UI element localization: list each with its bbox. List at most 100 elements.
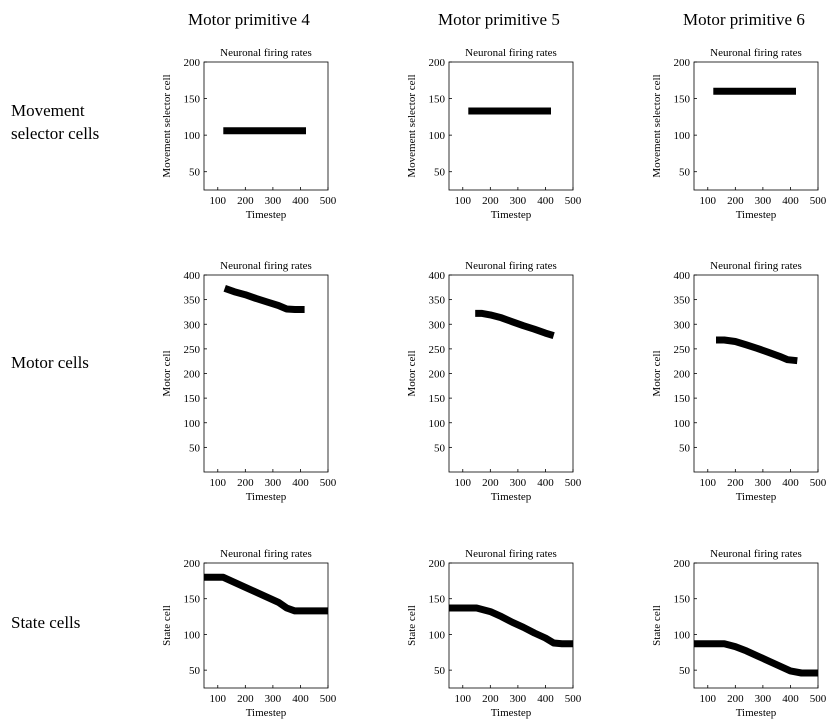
x-axis-label: Timestep: [736, 209, 777, 221]
plot-frame: [448, 274, 574, 473]
y-axis-label: Motor cell: [161, 350, 173, 396]
x-tick-label: 100: [700, 195, 717, 207]
plot-frame: [448, 61, 574, 191]
x-tick-label: 500: [320, 693, 337, 705]
chart-title: Neuronal firing rates: [220, 47, 312, 59]
y-tick-label: 200: [674, 558, 691, 570]
y-tick-label: 400: [429, 270, 446, 282]
x-tick-label: 500: [810, 693, 827, 705]
x-tick-label: 400: [782, 693, 799, 705]
firing-rate-line: [475, 309, 555, 339]
y-tick-label: 100: [429, 418, 446, 430]
x-tick-label: 500: [320, 477, 337, 489]
x-tick-label: 400: [782, 477, 799, 489]
x-tick-label: 500: [565, 693, 582, 705]
row-label-motor: Motor cells: [11, 353, 89, 372]
y-axis-label: Movement selector cell: [406, 74, 418, 177]
y-tick-label: 250: [184, 344, 201, 356]
y-tick-label: 150: [429, 594, 446, 606]
y-tick-label: 200: [674, 57, 691, 69]
x-tick-label: 100: [700, 693, 717, 705]
chart-title: Neuronal firing rates: [465, 548, 557, 560]
chart-sel-6: Neuronal firing rates 100 200 300 400 500 50 10…: [651, 47, 827, 221]
x-tick-label: 200: [237, 693, 254, 705]
y-tick-label: 200: [184, 57, 201, 69]
x-axis-label: Timestep: [491, 491, 532, 503]
x-tick-label: 200: [482, 195, 499, 207]
x-axis-label: Timestep: [246, 491, 287, 503]
y-tick-label: 200: [429, 558, 446, 570]
y-tick-label: 150: [184, 94, 201, 106]
x-tick-label: 400: [292, 477, 309, 489]
chart-title: Neuronal firing rates: [710, 47, 802, 59]
chart-title: Neuronal firing rates: [710, 548, 802, 560]
x-tick-label: 300: [265, 195, 282, 207]
chart-title: Neuronal firing rates: [220, 548, 312, 560]
column-title-5: Motor primitive 5: [438, 10, 560, 29]
plot-frame: [693, 61, 819, 191]
y-tick-label: 200: [184, 369, 201, 381]
firing-rate-line: [223, 285, 305, 313]
x-axis-label: Timestep: [736, 491, 777, 503]
x-tick-label: 400: [782, 195, 799, 207]
firing-rate-line: [449, 604, 573, 648]
y-tick-label: 50: [189, 665, 201, 677]
row-label-state: State cells: [11, 613, 81, 632]
row-label-selector-text: Movement selector cells: [11, 101, 100, 143]
y-tick-label: 50: [189, 167, 201, 179]
y-tick-label: 350: [429, 295, 446, 307]
chart-sel-5: Neuronal firing rates 100 200 300 400 500 50 10…: [406, 47, 582, 221]
x-tick-label: 300: [755, 195, 772, 207]
y-tick-label: 100: [674, 629, 691, 641]
column-title-4: Motor primitive 4: [188, 10, 310, 29]
y-tick-label: 150: [184, 393, 201, 405]
x-tick-label: 100: [700, 477, 717, 489]
x-tick-label: 500: [565, 477, 582, 489]
x-tick-label: 400: [537, 477, 554, 489]
x-tick-label: 300: [510, 195, 527, 207]
y-tick-label: 50: [434, 167, 446, 179]
y-tick-label: 50: [679, 167, 691, 179]
x-tick-label: 200: [727, 477, 744, 489]
y-axis-label: State cell: [651, 605, 663, 646]
x-tick-label: 500: [810, 477, 827, 489]
y-tick-label: 150: [674, 393, 691, 405]
y-tick-label: 50: [189, 442, 201, 454]
chart-title: Neuronal firing rates: [465, 47, 557, 59]
y-tick-label: 200: [674, 369, 691, 381]
x-tick-label: 100: [210, 477, 227, 489]
x-tick-label: 100: [455, 195, 472, 207]
x-tick-label: 500: [320, 195, 337, 207]
plot-frame: [693, 562, 819, 689]
x-tick-label: 100: [455, 477, 472, 489]
column-title-6: Motor primitive 6: [683, 10, 805, 29]
y-tick-label: 100: [429, 629, 446, 641]
x-axis-label: Timestep: [736, 707, 777, 719]
y-tick-label: 300: [184, 319, 201, 331]
firing-rate-line: [716, 336, 798, 365]
x-tick-label: 500: [810, 195, 827, 207]
chart-mot-4: Neuronal firing rates 100 200 300 400 500 50 10…: [161, 260, 337, 503]
y-tick-label: 400: [184, 270, 201, 282]
chart-mot-5: Neuronal firing rates 100 200 300 400 500 50 10…: [406, 260, 582, 503]
y-tick-label: 250: [674, 344, 691, 356]
x-axis-label: Timestep: [246, 209, 287, 221]
y-tick-label: 200: [429, 369, 446, 381]
plot-frame: [203, 562, 329, 689]
x-tick-label: 400: [537, 693, 554, 705]
x-tick-label: 300: [510, 693, 527, 705]
y-tick-label: 150: [429, 94, 446, 106]
y-tick-label: 350: [184, 295, 201, 307]
y-tick-label: 200: [429, 57, 446, 69]
x-tick-label: 100: [455, 693, 472, 705]
x-tick-label: 200: [482, 477, 499, 489]
y-axis-label: Movement selector cell: [161, 74, 173, 177]
x-axis-label: Timestep: [491, 707, 532, 719]
y-tick-label: 200: [184, 558, 201, 570]
chart-title: Neuronal firing rates: [710, 260, 802, 272]
x-tick-label: 300: [265, 477, 282, 489]
x-tick-label: 300: [755, 477, 772, 489]
x-tick-label: 300: [510, 477, 527, 489]
x-tick-label: 200: [727, 195, 744, 207]
